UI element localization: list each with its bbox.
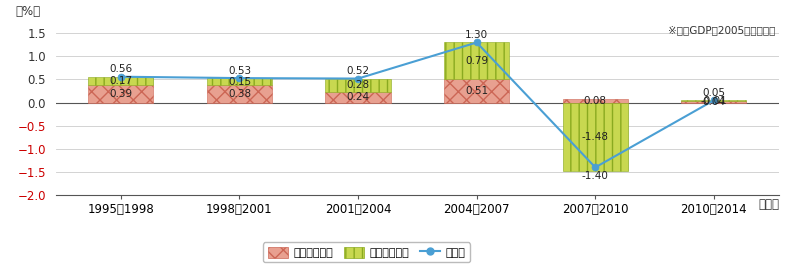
Text: 0.05: 0.05 [702,88,725,98]
全産業 [591,166,600,169]
Text: -1.40: -1.40 [582,171,609,180]
Text: 0.39: 0.39 [110,89,133,99]
Bar [681,101,747,103]
全産業 [116,75,126,78]
Legend: 情報通信産業, その他の産業, 全産業: 情報通信産業, その他の産業, 全産業 [263,242,471,262]
Bar [325,79,390,92]
Text: （%）: （%） [16,5,41,18]
全産業 [353,77,363,80]
Bar [88,77,153,85]
Text: （年）: （年） [758,198,779,211]
Bar [325,92,390,103]
Bar [444,43,510,79]
Text: 0.56: 0.56 [110,64,133,75]
Bar [444,79,510,103]
Text: 0.15: 0.15 [228,77,251,86]
全産業 [709,99,719,102]
全産業 [472,41,482,44]
Text: 0.24: 0.24 [347,92,370,102]
Bar [207,78,272,85]
Text: 0.08: 0.08 [584,96,607,106]
Text: 0.38: 0.38 [228,89,251,99]
Text: 0.53: 0.53 [228,66,251,76]
Text: ※実質GDPは2005年価格評価: ※実質GDPは2005年価格評価 [668,25,775,35]
Text: 0.04: 0.04 [702,97,725,107]
Bar [88,85,153,103]
Text: 0.17: 0.17 [110,76,133,86]
Text: 0.51: 0.51 [465,86,488,96]
Bar [681,100,747,101]
Bar [563,99,628,103]
Text: 0.79: 0.79 [465,56,488,66]
Bar [207,85,272,103]
Line: 全産業: 全産業 [118,39,717,171]
Text: 0.28: 0.28 [347,80,370,90]
Text: -0.01: -0.01 [700,96,727,105]
全産業 [235,76,244,80]
Bar [563,103,628,171]
Text: -1.48: -1.48 [582,132,609,142]
Text: 1.30: 1.30 [465,30,488,40]
Text: 0.52: 0.52 [347,66,370,76]
